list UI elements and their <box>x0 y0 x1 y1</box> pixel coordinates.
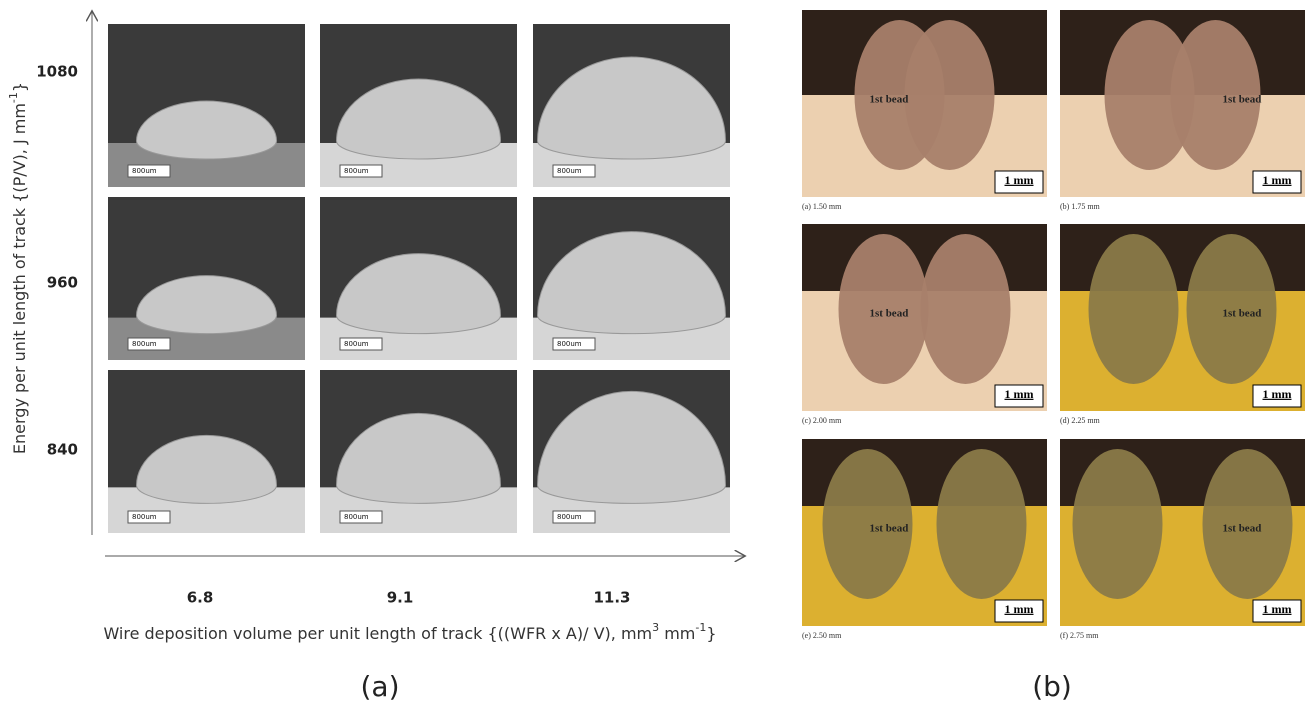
image-caption: (b) 1.75 mm <box>1060 202 1101 211</box>
y-label: 840 <box>47 441 78 459</box>
micrograph: 800um <box>533 197 730 360</box>
scale-text: 800um <box>344 340 369 348</box>
bead-label: 1st bead <box>1223 523 1262 535</box>
micrograph: 800um <box>533 24 730 187</box>
scale-text: 800um <box>557 513 582 521</box>
scale-text: 1 mm <box>1263 173 1292 187</box>
scale-text: 1 mm <box>1263 602 1292 616</box>
scale-text: 800um <box>132 340 157 348</box>
bead-label: 1st bead <box>870 308 909 320</box>
micrograph: 800um <box>108 370 305 533</box>
scale-text: 800um <box>344 513 369 521</box>
x-label: 6.8 <box>187 589 214 607</box>
bead-label: 1st bead <box>1223 308 1262 320</box>
image-caption: (a) 1.50 mm <box>802 202 842 211</box>
x-label: 11.3 <box>593 589 630 607</box>
scale-text: 800um <box>557 167 582 175</box>
y-axis-label: Energy per unit length of track {(P/V), … <box>7 82 29 454</box>
micrograph: 1st bead 1 mm <box>1060 224 1305 411</box>
scale-text: 800um <box>344 167 369 175</box>
image-caption: (e) 2.50 mm <box>802 631 842 640</box>
x-axis-label: Wire deposition volume per unit length o… <box>103 621 716 643</box>
panel-caption: (b) <box>1032 670 1072 703</box>
scale-text: 1 mm <box>1005 602 1034 616</box>
micrograph: 800um <box>320 370 517 533</box>
bead <box>905 20 995 170</box>
image-caption: (d) 2.25 mm <box>1060 416 1101 425</box>
micrograph: 1st bead 1 mm <box>802 224 1047 411</box>
micrograph: 1st bead 1 mm <box>1060 439 1305 626</box>
x-label: 9.1 <box>387 589 414 607</box>
bead-label: 1st bead <box>1223 94 1262 106</box>
scale-text: 800um <box>132 513 157 521</box>
micrograph: 800um <box>320 24 517 187</box>
panel-caption: (a) <box>360 670 399 703</box>
scale-text: 800um <box>557 340 582 348</box>
scale-text: 1 mm <box>1263 387 1292 401</box>
y-label: 1080 <box>36 63 78 81</box>
scale-text: 1 mm <box>1005 173 1034 187</box>
micrograph: 800um <box>108 24 305 187</box>
bead-label: 1st bead <box>870 94 909 106</box>
bead <box>1089 234 1179 384</box>
scale-text: 1 mm <box>1005 387 1034 401</box>
y-label: 960 <box>47 274 78 292</box>
micrograph: 800um <box>320 197 517 360</box>
micrograph: 800um <box>108 197 305 360</box>
bead <box>921 234 1011 384</box>
micrograph: 1st bead 1 mm <box>1060 10 1305 197</box>
image-caption: (c) 2.00 mm <box>802 416 842 425</box>
figure: Energy per unit length of track {(P/V), … <box>0 0 1309 709</box>
bead <box>937 449 1027 599</box>
bead-label: 1st bead <box>870 523 909 535</box>
micrograph: 800um <box>533 370 730 533</box>
micrograph: 1st bead 1 mm <box>802 10 1047 197</box>
micrograph: 1st bead 1 mm <box>802 439 1047 626</box>
bead <box>1073 449 1163 599</box>
image-caption: (f) 2.75 mm <box>1060 631 1099 640</box>
scale-text: 800um <box>132 167 157 175</box>
